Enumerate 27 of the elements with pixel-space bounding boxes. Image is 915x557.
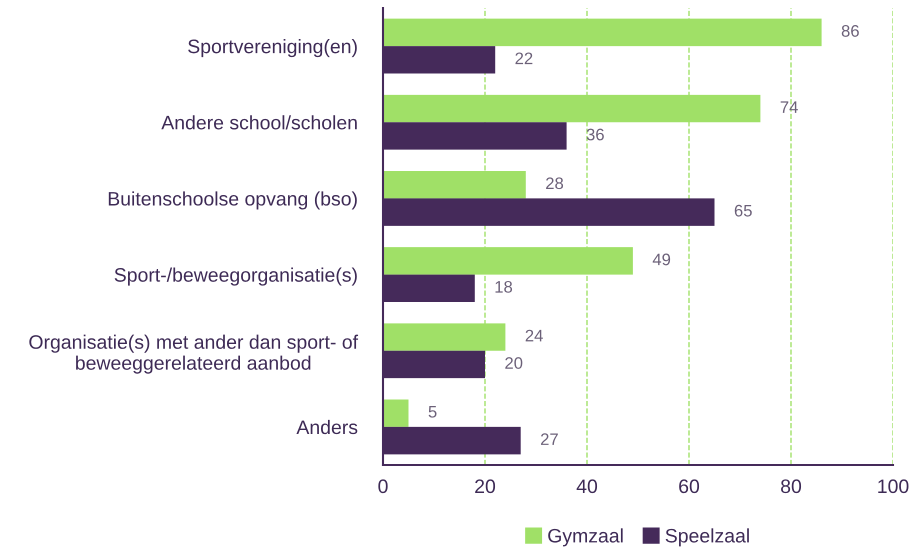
data-label: 65 [734,204,752,217]
x-tick-label: 60 [679,479,700,494]
data-label: 49 [652,254,670,266]
data-label: 18 [496,280,512,293]
x-tick-label: 80 [781,479,802,494]
x-tick-label: 0 [378,479,388,494]
y-tick-label: Sportvereniging(en) [188,39,357,58]
data-label: 27 [540,433,558,445]
x-tick-label: 40 [576,479,598,494]
data-label: 28 [546,177,564,190]
data-label: 22 [515,52,532,64]
y-tick-label: Sport-/beweegorganisatie(s) [114,268,357,286]
data-label: 24 [526,330,543,342]
y-tick-label: Buitenschoolse opvang (bso) [108,191,357,210]
data-label: 5 [428,406,437,418]
legend-label: Speelzaal [666,528,749,546]
legend-label: Gymzaal [548,528,623,546]
data-label: 74 [780,101,798,113]
data-label: 36 [586,128,604,140]
y-tick-label: Organisatie(s) met ander dan sport- of beweeggerelateerd aanbod [29,334,358,374]
data-label: 20 [505,357,522,369]
x-tick-label: 20 [475,479,496,494]
x-tick-label: 100 [878,479,908,494]
bar [383,399,408,427]
y-tick-label: Anders [296,420,358,434]
y-tick-label: Andere school/scholen [161,115,357,130]
data-label: 86 [842,25,859,37]
